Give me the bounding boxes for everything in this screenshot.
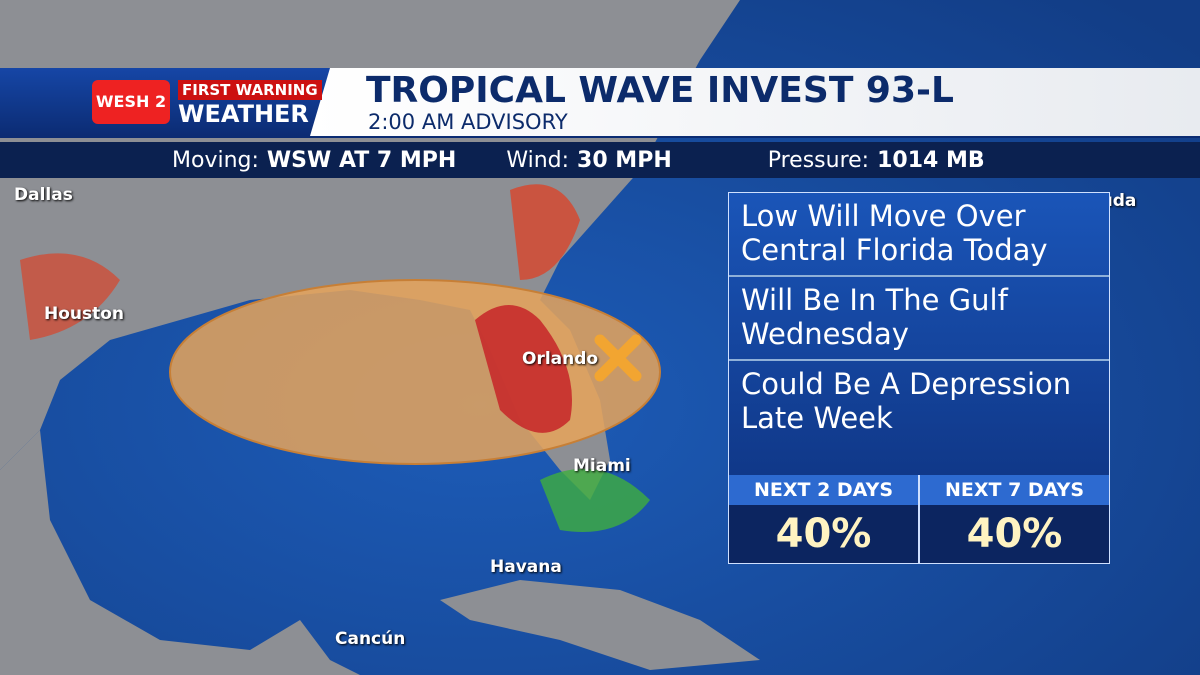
odds: NEXT 2 DAYS 40% NEXT 7 DAYS 40%	[729, 475, 1109, 563]
stat-label: Moving:	[172, 147, 259, 173]
odds-label: NEXT 2 DAYS	[729, 475, 918, 505]
brand-line: FIRST WARNING	[178, 80, 322, 100]
city-label: Miami	[573, 456, 631, 476]
odds-column: NEXT 2 DAYS 40%	[729, 475, 918, 563]
subtitle: 2:00 AM ADVISORY	[368, 110, 568, 134]
storm-cells	[540, 468, 650, 532]
storm-cells	[475, 305, 572, 433]
stat-value: 30 MPH	[577, 147, 672, 173]
info-panel: Low Will Move Over Central Florida Today…	[728, 192, 1110, 564]
stat: Moving: WSW AT 7 MPH	[172, 148, 456, 173]
city-label: Houston	[44, 304, 125, 324]
note: Will Be In The Gulf Wednesday	[729, 277, 1109, 361]
brand-line: WEATHER	[178, 100, 309, 128]
city-label: Havana	[490, 557, 562, 577]
stat-value: WSW AT 7 MPH	[266, 147, 457, 173]
note: Could Be A Depression Late Week	[741, 367, 1072, 435]
storm-cells	[20, 253, 120, 340]
stat-label: Wind:	[506, 147, 570, 173]
storm-cells	[510, 184, 580, 280]
odds-value: 40%	[729, 505, 918, 563]
land-cuba	[440, 580, 760, 670]
city-label: Cancún	[335, 629, 406, 649]
logo: WESH 2	[92, 80, 170, 124]
odds-column: NEXT 7 DAYS 40%	[918, 475, 1109, 563]
stats-bar: Moving: WSW AT 7 MPH Wind: 30 MPH Pressure: 1…	[0, 142, 1200, 178]
odds-label: NEXT 7 DAYS	[920, 475, 1109, 505]
city-label: Orlando	[522, 349, 599, 369]
title: TROPICAL WAVE INVEST 93-L	[366, 70, 954, 111]
stat: Pressure: 1014 MB	[768, 148, 985, 173]
note: Low Will Move Over Central Florida Today	[729, 193, 1109, 277]
outlook-area	[169, 279, 661, 465]
odds-value: 40%	[920, 505, 1109, 563]
title-area	[310, 68, 1200, 136]
stat-value: 1014 MB	[877, 147, 985, 173]
land-mexico	[0, 430, 360, 675]
center-marker	[594, 334, 642, 382]
stat-label: Pressure:	[767, 147, 870, 173]
stat: Wind: 30 MPH	[506, 148, 671, 173]
notes: Low Will Move Over Central Florida Today…	[729, 193, 1109, 475]
city-label: Dallas	[14, 185, 73, 205]
